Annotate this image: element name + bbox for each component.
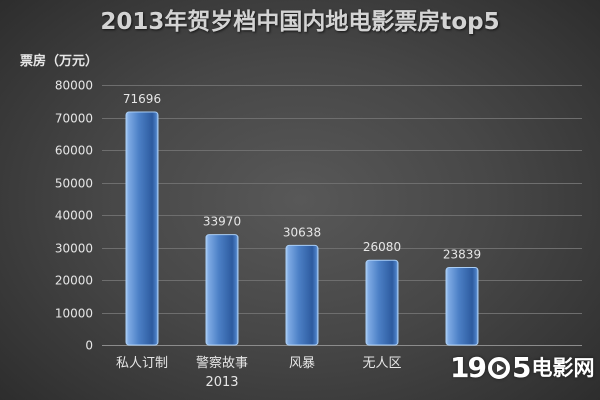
data-label: 23839 xyxy=(443,248,481,262)
bar xyxy=(205,234,239,346)
y-tick-label: 70000 xyxy=(55,112,93,126)
data-label: 26080 xyxy=(363,240,401,254)
y-tick-label: 10000 xyxy=(55,307,93,321)
data-label: 33970 xyxy=(203,215,241,229)
bar xyxy=(285,244,319,346)
watermark-logo: 19 5 电影网 xyxy=(450,350,594,386)
bar xyxy=(125,111,159,346)
y-tick-labels: 0 10000 20000 30000 40000 50000 60000 70000 8000… xyxy=(55,79,93,353)
y-tick-label: 50000 xyxy=(55,177,93,191)
x-tick-label: 警察故事 2013 xyxy=(196,355,248,390)
x-tick-label: 风暴 xyxy=(289,356,315,371)
y-tick-label: 60000 xyxy=(55,144,93,158)
watermark-brand: 电影网 xyxy=(531,356,595,380)
data-labels: 71696 33970 30638 26080 23839 xyxy=(123,92,481,262)
bar xyxy=(445,267,479,346)
chart-title: 2013年贺岁档中国内地电影票房top5 xyxy=(100,9,500,35)
bars xyxy=(125,111,479,346)
x-tick-label: 无人区 xyxy=(362,356,401,371)
y-tick-label: 40000 xyxy=(55,209,93,223)
y-tick-label: 20000 xyxy=(55,274,93,288)
y-tick-label: 30000 xyxy=(55,242,93,256)
data-label: 71696 xyxy=(123,92,161,106)
data-label: 30638 xyxy=(283,225,321,239)
watermark-digits-tail: 5 xyxy=(511,351,532,384)
x-tick-label: 私人订制 xyxy=(116,356,168,371)
watermark-digits-lead: 19 xyxy=(450,351,487,384)
y-axis-label: 票房（万元） xyxy=(20,54,99,69)
play-circle-icon xyxy=(487,357,510,379)
gridlines xyxy=(102,85,582,346)
y-tick-label: 80000 xyxy=(55,79,93,93)
x-tick-labels: 私人订制 警察故事 2013 风暴 无人区 xyxy=(116,355,402,390)
y-tick-label: 0 xyxy=(85,339,93,353)
bar xyxy=(365,259,399,346)
